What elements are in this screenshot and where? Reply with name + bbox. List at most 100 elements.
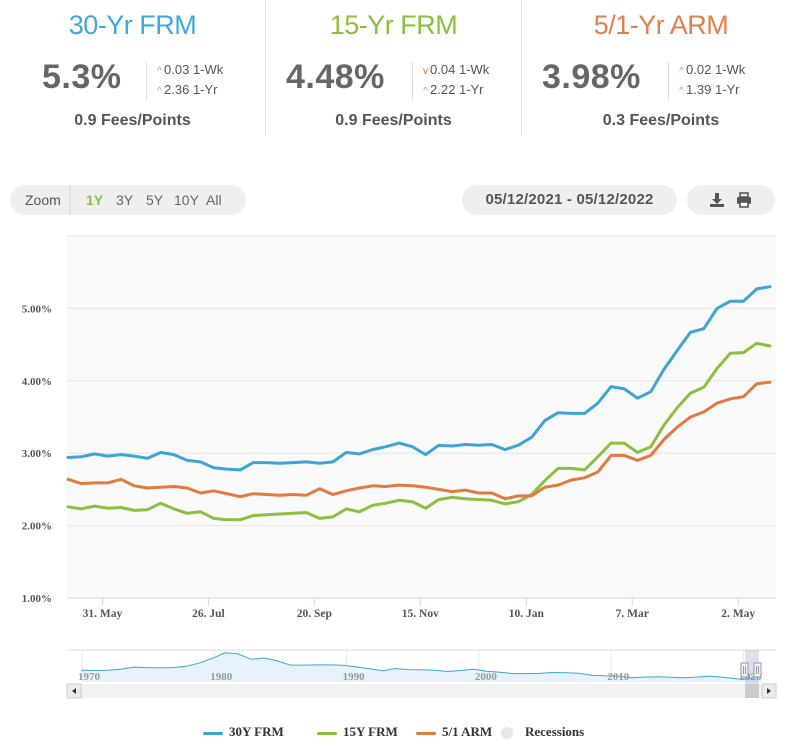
x-tick-label: 10. Jan — [509, 608, 545, 620]
navigator-year-label: 2010 — [607, 671, 630, 683]
x-tick-label: 15. Nov — [402, 608, 439, 620]
year-change: ^ 2.36 1-Yr — [155, 82, 218, 97]
mortgage-rates-chart: 1.00% 2.00% 3.00% 4.00% 5.00% 31. May 26. Jul… — [0, 228, 800, 741]
year-change-value: 2.36 — [164, 82, 190, 97]
navigator-scrollbar-thumb[interactable] — [745, 684, 759, 698]
arrow-up-icon: ^ — [157, 86, 162, 97]
rate-value: 4.48% — [286, 58, 385, 96]
card-5-1-arm: 5/1-Yr ARM 3.98% ^ 0.02 1-Wk ^ 1.39 1-Yr 0… — [521, 0, 800, 136]
zoom-5y-button[interactable]: 5Y — [146, 192, 164, 208]
navigator-year-label: 1980 — [210, 671, 233, 683]
week-change: ^ 0.02 1-Wk — [677, 62, 745, 77]
year-change-label: 1-Yr — [714, 82, 740, 97]
legend-item-30y-frm[interactable]: 30Y FRM — [203, 724, 284, 740]
rate-divider — [146, 62, 147, 100]
arrow-up-icon: ^ — [679, 66, 684, 77]
print-icon[interactable] — [735, 191, 753, 209]
legend-item-15y-frm[interactable]: 15Y FRM — [317, 724, 398, 740]
rate-row: 5.3% ^ 0.03 1-Wk ^ 2.36 1-Yr — [0, 58, 265, 102]
scroll-left-icon — [72, 688, 76, 694]
week-change-value: 0.04 — [430, 62, 456, 77]
scroll-right-icon — [767, 688, 771, 694]
year-change-value: 1.39 — [686, 82, 712, 97]
legend-dot-icon — [501, 727, 513, 740]
series-line-30y-frm[interactable] — [66, 285, 772, 472]
rate-value: 5.3% — [42, 58, 122, 96]
card-title: 5/1-Yr ARM — [593, 10, 729, 40]
chart-legend: 30Y FRM 15Y FRM 5/1 ARM Recessions — [0, 724, 800, 741]
navigator-scrollbar-track[interactable] — [67, 684, 776, 698]
zoom-all-button[interactable]: All — [206, 192, 222, 208]
arrow-up-icon: ^ — [679, 86, 684, 97]
navigator-year-label: 1990 — [343, 671, 366, 683]
download-icon[interactable] — [708, 191, 726, 209]
x-tick-label: 20. Sep — [297, 608, 332, 620]
arrow-down-icon: v — [423, 66, 428, 77]
series-line-15y-frm[interactable] — [66, 341, 772, 522]
zoom-label: Zoom — [25, 192, 61, 208]
y-tick-label: 1.00% — [22, 593, 52, 605]
navigator-handle[interactable] — [740, 662, 749, 678]
y-tick-label: 2.00% — [22, 521, 52, 533]
x-tick-label: 7. Mar — [616, 608, 649, 620]
navigator-handle[interactable] — [753, 662, 762, 678]
plot-background — [67, 236, 776, 598]
navigator-series-line — [80, 652, 763, 680]
legend-line-icon — [317, 731, 337, 735]
navigator-area — [81, 652, 762, 682]
navigator-year-label: 1970 — [78, 671, 101, 683]
zoom-3y-button[interactable]: 3Y — [116, 192, 134, 208]
year-change: ^ 1.39 1-Yr — [677, 82, 740, 97]
card-title: 15-Yr FRM — [329, 10, 458, 40]
y-tick-label: 4.00% — [22, 376, 52, 388]
series-line-5-1-arm[interactable] — [66, 380, 772, 501]
zoom-1y-button[interactable]: 1Y — [86, 192, 104, 208]
week-change: v 0.04 1-Wk — [421, 62, 489, 77]
fees-points: 0.9 Fees/Points — [335, 112, 452, 129]
date-range-text: 05/12/2021 - 05/12/2022 — [485, 191, 654, 208]
export-tools — [687, 185, 775, 215]
legend-line-icon — [416, 731, 436, 735]
x-tick-label: 31. May — [83, 608, 123, 620]
rate-row: 4.48% v 0.04 1-Wk ^ 2.22 1-Yr — [266, 58, 521, 102]
year-change-label: 1-Yr — [458, 82, 484, 97]
arrow-up-icon: ^ — [423, 86, 428, 97]
rate-divider — [668, 62, 669, 100]
week-change-value: 0.02 — [686, 62, 712, 77]
week-change-label: 1-Wk — [458, 62, 490, 77]
card-15yr-frm: 15-Yr FRM 4.48% v 0.04 1-Wk ^ 2.22 1-Yr 0.… — [265, 0, 521, 136]
x-tick-label: 2. May — [721, 608, 755, 620]
rate-divider — [412, 62, 413, 100]
y-tick-label: 5.00% — [22, 303, 52, 315]
chart-svg: 1.00% 2.00% 3.00% 4.00% 5.00% 31. May 26. Jul… — [22, 235, 777, 699]
date-range-display[interactable]: 05/12/2021 - 05/12/2022 — [462, 185, 677, 215]
week-change-value: 0.03 — [164, 62, 190, 77]
legend-line-icon — [203, 731, 223, 735]
legend-label: 5/1 ARM — [442, 724, 493, 739]
x-tick-label: 26. Jul — [192, 608, 225, 620]
legend-label: 30Y FRM — [229, 724, 284, 739]
year-change-label: 1-Yr — [192, 82, 218, 97]
legend-item-recessions[interactable]: Recessions — [501, 724, 584, 740]
navigator-year-label: 2000 — [475, 671, 498, 683]
week-change: ^ 0.03 1-Wk — [155, 62, 223, 77]
legend-item-5-1-arm[interactable]: 5/1 ARM — [416, 724, 492, 740]
fees-points: 0.9 Fees/Points — [74, 112, 191, 129]
year-change: ^ 2.22 1-Yr — [421, 82, 484, 97]
legend-label: 15Y FRM — [343, 724, 398, 739]
rate-value: 3.98% — [542, 58, 641, 96]
y-tick-label: 3.00% — [22, 448, 52, 460]
zoom-10y-button[interactable]: 10Y — [174, 192, 199, 208]
rate-row: 3.98% ^ 0.02 1-Wk ^ 1.39 1-Yr — [522, 58, 800, 102]
fees-points: 0.3 Fees/Points — [602, 112, 720, 129]
zoom-divider — [69, 185, 71, 215]
card-30yr-frm: 30-Yr FRM 5.3% ^ 0.03 1-Wk ^ 2.36 1-Yr 0.9… — [0, 0, 265, 136]
zoom-range-selector: Zoom 1Y 3Y 5Y 10Y All — [10, 185, 246, 215]
legend-label: Recessions — [525, 724, 585, 739]
card-title: 30-Yr FRM — [68, 10, 197, 40]
rate-cards: 30-Yr FRM 5.3% ^ 0.03 1-Wk ^ 2.36 1-Yr 0.9… — [0, 0, 800, 140]
arrow-up-icon: ^ — [157, 66, 162, 77]
week-change-label: 1-Wk — [714, 62, 746, 77]
year-change-value: 2.22 — [430, 82, 456, 97]
week-change-label: 1-Wk — [192, 62, 224, 77]
